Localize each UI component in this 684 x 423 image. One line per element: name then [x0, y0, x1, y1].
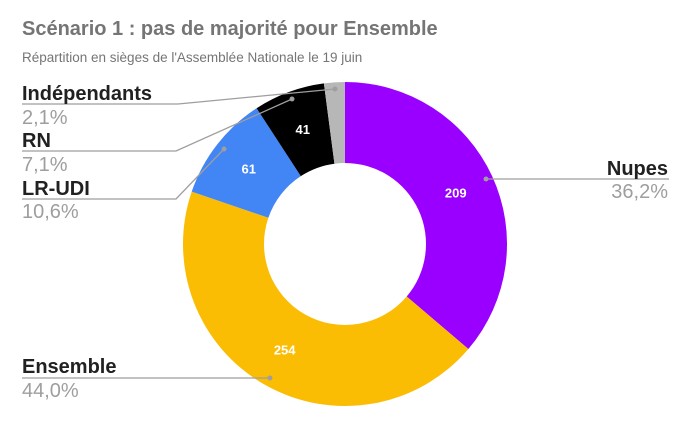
label-name-nupes: Nupes — [607, 158, 668, 180]
leader-dot-ensemble — [267, 375, 273, 381]
value-labels-group: 209 254 61 41 — [242, 122, 467, 357]
leader-dot-lr-udi — [221, 146, 227, 152]
leader-lines-group — [22, 86, 669, 381]
slices-group — [182, 82, 507, 407]
label-percent-lr-udi: 10,6% — [22, 201, 79, 223]
value-label-rn: 41 — [295, 122, 309, 137]
leader-line-lr-udi — [22, 148, 225, 200]
leader-dot-rn — [289, 96, 295, 102]
slice-ensemble — [182, 191, 469, 407]
label-name-lr-udi: LR-UDI — [22, 178, 90, 200]
leader-dot-nupes — [483, 176, 489, 182]
label-percent-rn: 7,1% — [22, 154, 68, 176]
chart-title: Scénario 1 : pas de majorité pour Ensemb… — [22, 18, 438, 40]
value-label-ensemble: 254 — [274, 343, 296, 358]
outer-labels-group: Indépendants 2,1% RN 7,1% LR-UDI 10,6% N… — [22, 83, 668, 402]
label-name-ensemble: Ensemble — [22, 356, 116, 378]
leader-line-independants — [22, 88, 336, 105]
label-percent-nupes: 36,2% — [611, 181, 668, 203]
slice-nupes — [345, 82, 507, 349]
value-label-lr-udi: 61 — [242, 162, 256, 177]
label-name-independants: Indépendants — [22, 83, 152, 105]
label-percent-independants: 2,1% — [22, 107, 68, 129]
value-label-nupes: 209 — [445, 185, 467, 200]
label-percent-ensemble: 44,0% — [22, 380, 79, 402]
leader-dot-independants — [332, 86, 338, 92]
label-name-rn: RN — [22, 130, 51, 152]
slice-lr-udi — [191, 108, 301, 218]
chart-subtitle: Répartition en sièges de l'Assemblée Nat… — [22, 50, 363, 65]
leader-line-rn — [22, 98, 293, 152]
slice-independants — [323, 82, 345, 164]
